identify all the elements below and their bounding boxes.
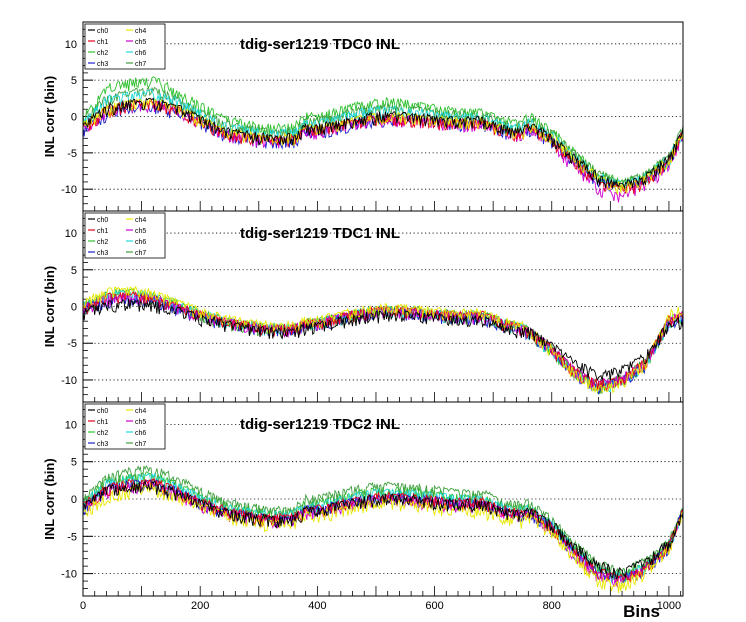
y-tick-label: 10 <box>65 39 77 51</box>
y-tick-label: 10 <box>65 228 77 240</box>
y-tick-label: -5 <box>67 148 77 160</box>
y-tick-label: -10 <box>61 184 77 196</box>
series-ch6-line <box>83 288 683 394</box>
tdc1-inl-panel: -10 -5 0 5 10 tdig-ser1219 TDC1 INL INL corr (… <box>42 210 684 403</box>
y-tick-label: 5 <box>71 457 77 469</box>
x-tick-label: 0 <box>80 600 86 612</box>
y-axis-label: INL corr (bin) <box>42 76 57 157</box>
legend-label-ch3: ch3 <box>97 441 108 448</box>
legend-label-ch2: ch2 <box>97 50 108 57</box>
series-group <box>83 76 683 203</box>
legend-label-ch4: ch4 <box>135 28 146 35</box>
legend-label-ch0: ch0 <box>97 217 108 224</box>
legend-label-ch4: ch4 <box>135 217 146 224</box>
series-ch4-line <box>83 285 683 394</box>
series-group <box>83 465 683 593</box>
chart-title: tdig-ser1219 TDC0 INL <box>240 36 400 53</box>
series-ch7-line <box>83 86 683 191</box>
chart-title: tdig-ser1219 TDC2 INL <box>240 416 400 433</box>
tdc2-inl-panel: -10 -5 0 5 10 0 200 400 600 800 1000 tdig-ser1219 T… <box>42 401 684 621</box>
series-ch0-line <box>83 479 683 580</box>
legend-label-ch6: ch6 <box>135 50 146 57</box>
x-axis-label: Bins <box>623 602 660 621</box>
y-tick-label: -5 <box>67 338 77 350</box>
x-tick-label: 600 <box>425 600 443 612</box>
y-tick-label: -10 <box>61 569 77 581</box>
chart-title: tdig-ser1219 TDC1 INL <box>240 225 400 242</box>
legend-box <box>84 403 166 450</box>
y-tick-label: 0 <box>71 494 77 506</box>
y-tick-label: 0 <box>71 302 77 314</box>
y-tick-label: 10 <box>65 419 77 431</box>
y-tick-label: 5 <box>71 75 77 87</box>
legend-label-ch6: ch6 <box>135 430 146 437</box>
y-tick-label: -5 <box>67 531 77 543</box>
y-axis-label: INL corr (bin) <box>42 458 57 539</box>
legend-label-ch0: ch0 <box>97 408 108 415</box>
series-ch1-line <box>83 291 683 392</box>
y-tick-label: 0 <box>71 112 77 124</box>
legend-label-ch2: ch2 <box>97 430 108 437</box>
legend-box <box>84 212 166 259</box>
legend-label-ch5: ch5 <box>135 419 146 426</box>
tdc0-inl-panel: -10 -5 0 5 10 tdig-ser1219 TDC0 INL INL corr (… <box>42 21 684 212</box>
y-tick-label: 5 <box>71 265 77 277</box>
legend: ch0 ch1 ch2 ch3 ch4 ch5 ch6 ch7 <box>84 403 166 450</box>
series-ch2-line <box>83 76 683 190</box>
legend-label-ch4: ch4 <box>135 408 146 415</box>
legend-label-ch1: ch1 <box>97 39 108 46</box>
legend-label-ch6: ch6 <box>135 239 146 246</box>
series-ch7-line <box>83 465 683 581</box>
x-tick-label: 400 <box>308 600 326 612</box>
legend-label-ch3: ch3 <box>97 61 108 68</box>
series-ch5-line <box>83 291 683 391</box>
legend-box <box>84 23 166 70</box>
series-ch5-line <box>83 99 683 203</box>
legend-label-ch0: ch0 <box>97 28 108 35</box>
y-axis-label: INL corr (bin) <box>42 266 57 347</box>
legend-label-ch1: ch1 <box>97 228 108 235</box>
legend-label-ch1: ch1 <box>97 419 108 426</box>
legend-label-ch2: ch2 <box>97 239 108 246</box>
legend-label-ch7: ch7 <box>135 250 146 257</box>
y-tick-label: -10 <box>61 375 77 387</box>
series-group <box>83 285 683 396</box>
legend-label-ch7: ch7 <box>135 61 146 68</box>
legend-label-ch3: ch3 <box>97 250 108 257</box>
legend-label-ch5: ch5 <box>135 39 146 46</box>
legend: ch0 ch1 ch2 ch3 ch4 ch5 ch6 ch7 <box>84 23 166 70</box>
series-ch4-line <box>83 97 683 196</box>
x-tick-label: 1000 <box>657 600 681 612</box>
x-tick-label: 200 <box>191 600 209 612</box>
legend: ch0 ch1 ch2 ch3 ch4 ch5 ch6 ch7 <box>84 212 166 259</box>
series-ch0-line <box>83 97 683 190</box>
series-ch0-line <box>83 298 683 382</box>
legend-label-ch7: ch7 <box>135 441 146 448</box>
plot-frame <box>82 401 684 597</box>
series-ch4-line <box>83 483 683 593</box>
x-tick-label: 800 <box>543 600 561 612</box>
legend-label-ch5: ch5 <box>135 228 146 235</box>
